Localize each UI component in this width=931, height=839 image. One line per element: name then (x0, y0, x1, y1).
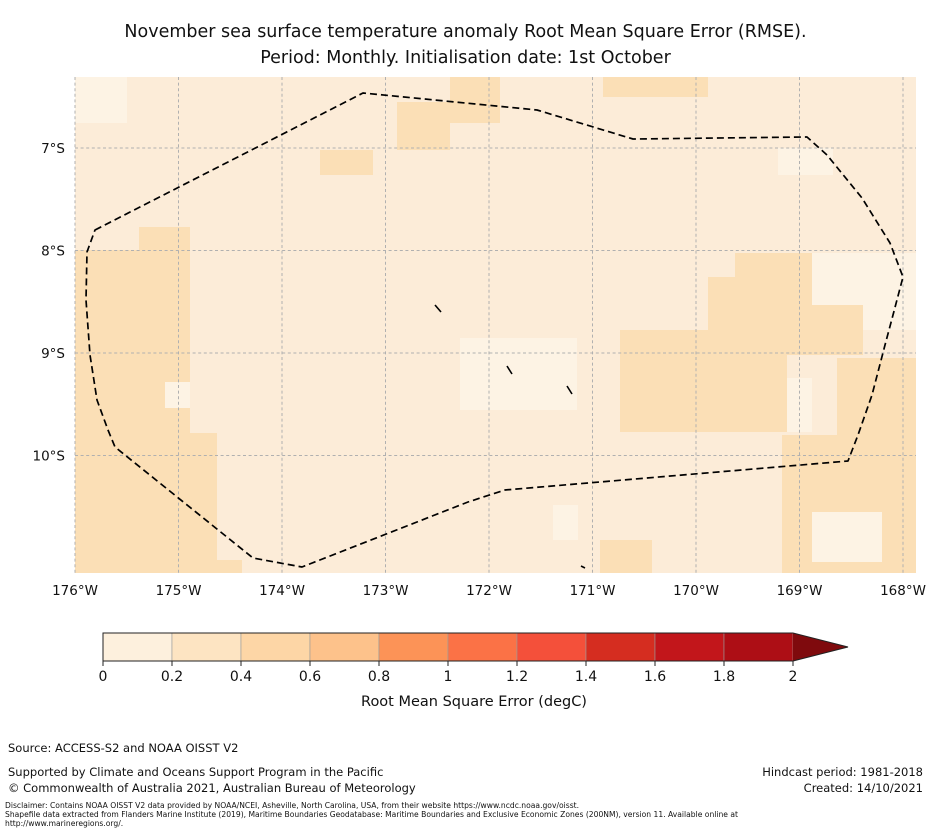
map-dark-patches (75, 77, 916, 573)
y-tick-label: 8°S (41, 244, 65, 260)
colorbar-bin (447, 632, 518, 662)
rmse-value-cell-dark (139, 227, 190, 251)
colorbar-tick-label: 0 (99, 669, 108, 685)
eez-boundary-path (85, 92, 904, 568)
colorbar-tick-label: 0.2 (161, 669, 183, 685)
chart-title-line1: November sea surface temperature anomaly… (124, 22, 807, 42)
colorbar-extend-arrow (793, 633, 848, 661)
island-coastline (434, 304, 442, 313)
chart-title-line2: Period: Monthly. Initialisation date: 1s… (260, 48, 671, 68)
copyright-line: © Commonwealth of Australia 2021, Austra… (8, 781, 416, 795)
hindcast-period: Hindcast period: 1981-2018 (762, 765, 923, 779)
colorbar-tick-label: 1.8 (713, 669, 735, 685)
rmse-value-cell-light (165, 382, 190, 408)
colorbar-tick-label: 1.6 (644, 669, 666, 685)
x-tick-label: 171°W (570, 583, 616, 599)
colorbar-bin (171, 632, 242, 662)
rmse-value-cell-dark (75, 250, 190, 382)
rmse-value-cell-dark (600, 540, 652, 573)
x-tick-label: 174°W (259, 583, 305, 599)
colorbar-tick-label: 0.4 (230, 669, 252, 685)
x-tick-label: 170°W (673, 583, 719, 599)
x-tick-label: 172°W (466, 583, 512, 599)
rmse-value-cell-dark (397, 102, 450, 150)
y-tick-label: 9°S (41, 346, 65, 362)
rmse-value-cell-dark (735, 253, 812, 277)
colorbar-bin (516, 632, 587, 662)
created-date: Created: 14/10/2021 (803, 781, 923, 795)
rmse-value-cell-light (553, 505, 578, 540)
x-tick-label: 175°W (156, 583, 202, 599)
rmse-value-cell-dark (75, 382, 165, 408)
colorbar-tick-label: 1.4 (575, 669, 597, 685)
colorbar: 0 0.2 0.4 0.6 0.8 1 1.2 1.4 1.6 1.8 2 Root Mean Squ… (99, 632, 849, 710)
rmse-value-cell-dark (620, 330, 863, 355)
rmse-value-cell-light (812, 512, 882, 562)
colorbar-bin (585, 632, 656, 662)
rmse-value-cell-dark (75, 408, 190, 433)
y-tick-label: 10°S (33, 449, 66, 465)
island-coastline (506, 365, 513, 375)
rmse-value-cell-dark (75, 433, 217, 560)
colorbar-tick-label: 1.2 (506, 669, 528, 685)
tokelau-islands (434, 304, 586, 569)
colorbar-tick-label: 1 (444, 669, 453, 685)
rmse-value-cell-light (460, 338, 577, 410)
colorbar-axis-label: Root Mean Square Error (degC) (361, 694, 587, 710)
rmse-value-cell-dark (450, 77, 500, 123)
x-tick-label: 168°W (880, 583, 926, 599)
colorbar-tick-label: 0.8 (368, 669, 390, 685)
rmse-value-cell-dark (620, 355, 787, 432)
colorbar-bin (654, 632, 725, 662)
colorbar-tick-label: 0.6 (299, 669, 321, 685)
x-tick-label: 176°W (52, 583, 98, 599)
island-coastline (580, 565, 586, 569)
rmse-value-cell-dark (708, 277, 812, 305)
island-coastline (566, 385, 573, 395)
rmse-value-cell-dark (708, 305, 863, 330)
colorbar-bin (309, 632, 380, 662)
y-axis-tick-labels: 7°S 8°S 9°S 10°S (33, 141, 66, 465)
x-axis-tick-labels: 176°W 175°W 174°W 173°W 172°W 171°W 170°W 169°W… (52, 583, 926, 599)
y-tick-label: 7°S (41, 141, 65, 157)
chart-title: November sea surface temperature anomaly… (0, 19, 931, 71)
colorbar-tick-label: 2 (789, 669, 798, 685)
rmse-value-cell-dark (603, 77, 708, 97)
map-gridlines (74, 77, 916, 573)
eez-boundary-dashed (85, 92, 904, 568)
rmse-value-cell-dark (837, 358, 916, 435)
colorbar-bin (240, 632, 311, 662)
colorbar-bin (102, 632, 173, 662)
x-tick-label: 173°W (363, 583, 409, 599)
rmse-value-cell-light (812, 253, 916, 305)
disclaimer-line2: Shapefile data extracted from Flanders M… (5, 810, 739, 820)
rmse-value-cell-light (75, 77, 127, 123)
disclaimer-line1: Disclaimer: Contains NOAA OISST V2 data … (5, 801, 580, 810)
disclaimer-block: Disclaimer: Contains NOAA OISST V2 data … (5, 801, 925, 829)
x-tick-label: 169°W (777, 583, 823, 599)
colorbar-bin (378, 632, 449, 662)
source-line: Source: ACCESS-S2 and NOAA OISST V2 (8, 741, 239, 755)
rmse-value-cell-dark (75, 560, 242, 573)
disclaimer-line3: http://www.marineregions.org/. (5, 819, 124, 829)
supported-line: Supported by Climate and Oceans Support … (8, 765, 384, 779)
rmse-value-cell-dark (320, 150, 373, 175)
colorbar-bin (723, 632, 794, 662)
